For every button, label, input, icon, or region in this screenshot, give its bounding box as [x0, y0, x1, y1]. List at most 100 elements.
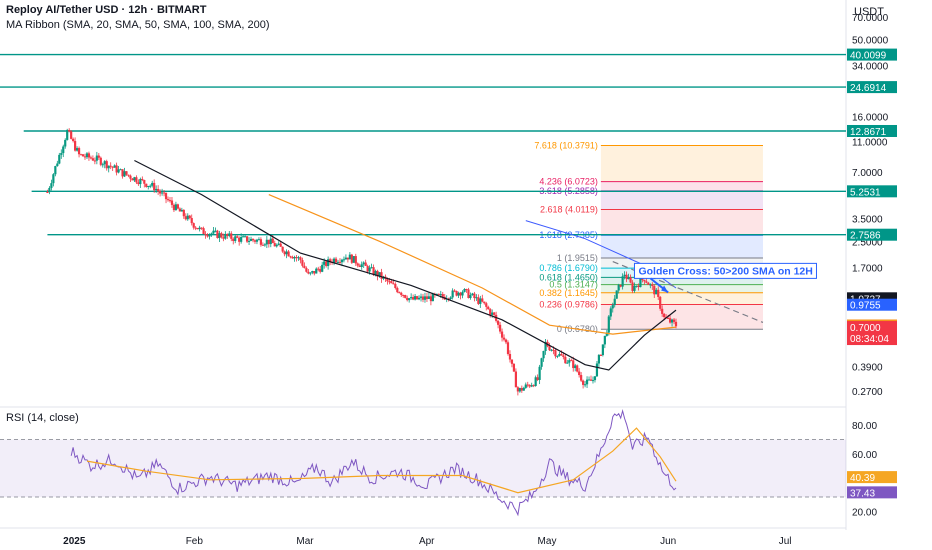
candle-body: [412, 297, 415, 300]
candle-body: [319, 269, 322, 272]
candle-body: [265, 239, 268, 245]
candle-body: [311, 271, 314, 273]
candle-body: [157, 188, 160, 192]
candle-body: [611, 305, 614, 309]
annotation-box: [633, 262, 817, 279]
candle-body: [580, 375, 583, 381]
candle-body: [346, 257, 349, 260]
candle-body: [599, 354, 602, 356]
candle-body: [587, 379, 591, 381]
fib-zone-0.236: [600, 304, 763, 330]
level-label-0: 40.0099: [850, 51, 887, 62]
candle-body: [629, 277, 632, 283]
candle-body: [566, 362, 569, 364]
candle-body: [325, 261, 328, 267]
candle-body: [396, 287, 399, 293]
candle-body: [188, 215, 191, 219]
time-tick-label-3: Apr: [419, 536, 435, 547]
candle-body: [502, 337, 506, 340]
candle-body: [564, 356, 567, 364]
candle-body: [619, 284, 622, 287]
price-label-1: 0.9755: [850, 301, 881, 312]
candle-body: [591, 380, 595, 382]
candle-body: [66, 129, 69, 140]
candle-body: [212, 230, 215, 234]
candle-body: [91, 158, 95, 161]
candle-body: [321, 264, 324, 272]
candle-body: [398, 292, 401, 294]
rsi-value-label-0: 40.39: [850, 473, 875, 484]
candle-body: [572, 360, 575, 369]
candle-body: [672, 319, 676, 322]
candle-body: [170, 200, 174, 205]
candle-body: [281, 246, 284, 252]
candle-body: [558, 353, 561, 356]
candle-body: [589, 379, 593, 381]
candle-body: [388, 281, 391, 283]
time-tick-label-5: Jun: [660, 536, 676, 547]
candle-body: [471, 293, 474, 296]
candle-body: [70, 131, 73, 139]
candle-body: [135, 177, 138, 183]
chart-title: Reploy AI/Tether USD · 12h · BITMART: [6, 4, 207, 16]
fib-label-0.786: 0.786 (1.6790): [539, 263, 598, 273]
candle-body: [313, 271, 316, 274]
candle-body: [159, 191, 162, 194]
candle-body: [487, 306, 490, 310]
candle-body: [520, 388, 523, 391]
candle-body: [133, 177, 136, 181]
candle-body: [131, 178, 134, 181]
candle-body: [441, 294, 444, 297]
candle-body: [301, 260, 304, 266]
candle-body: [508, 353, 512, 360]
candle-body: [123, 171, 126, 177]
fib-zone-2.618: [600, 209, 763, 236]
candle-body: [627, 277, 630, 280]
time-tick-label-1: Feb: [186, 536, 204, 547]
candle-body: [419, 296, 423, 298]
candle-body: [376, 270, 379, 277]
candle-body: [206, 235, 209, 237]
candle-body: [674, 321, 678, 327]
candle-body: [236, 236, 239, 238]
candle-body: [431, 293, 434, 302]
candle-body: [582, 380, 585, 385]
candle-body: [475, 297, 478, 299]
candle-body: [99, 157, 102, 165]
candle-body: [275, 244, 278, 247]
candle-body: [643, 279, 646, 282]
candle-body: [95, 155, 98, 161]
candle-body: [323, 261, 326, 265]
candle-body: [540, 358, 543, 367]
fib-zone-0.382: [600, 292, 763, 305]
price-tick-label-4: 11.0000: [852, 138, 888, 149]
rsi-tick-label-2: 20.00: [852, 507, 877, 518]
candle-body: [216, 230, 219, 239]
fib-zone-3.618: [600, 190, 763, 210]
candle-body: [255, 239, 259, 242]
candle-body: [459, 292, 462, 296]
candle-body: [89, 157, 93, 159]
candle-body: [506, 342, 510, 354]
candle-body: [297, 257, 300, 259]
candle-body: [68, 129, 71, 132]
fib-zone-1.618: [600, 235, 763, 259]
candle-body: [504, 339, 508, 343]
sma-fast-line: [134, 159, 677, 371]
candle-body: [251, 238, 255, 241]
candle-body: [366, 265, 369, 272]
candle-body: [261, 244, 264, 246]
candle-body: [609, 308, 612, 317]
candle-body: [455, 291, 458, 296]
candle-body: [661, 308, 664, 314]
candle-body: [190, 218, 193, 224]
candle-body: [463, 289, 466, 292]
candle-body: [228, 233, 231, 236]
candle-body: [168, 200, 172, 202]
candle-body: [380, 272, 383, 279]
candle-body: [54, 166, 57, 175]
candle-body: [348, 254, 351, 260]
level-label-2-bg: [847, 124, 897, 137]
candle-body: [667, 317, 670, 319]
